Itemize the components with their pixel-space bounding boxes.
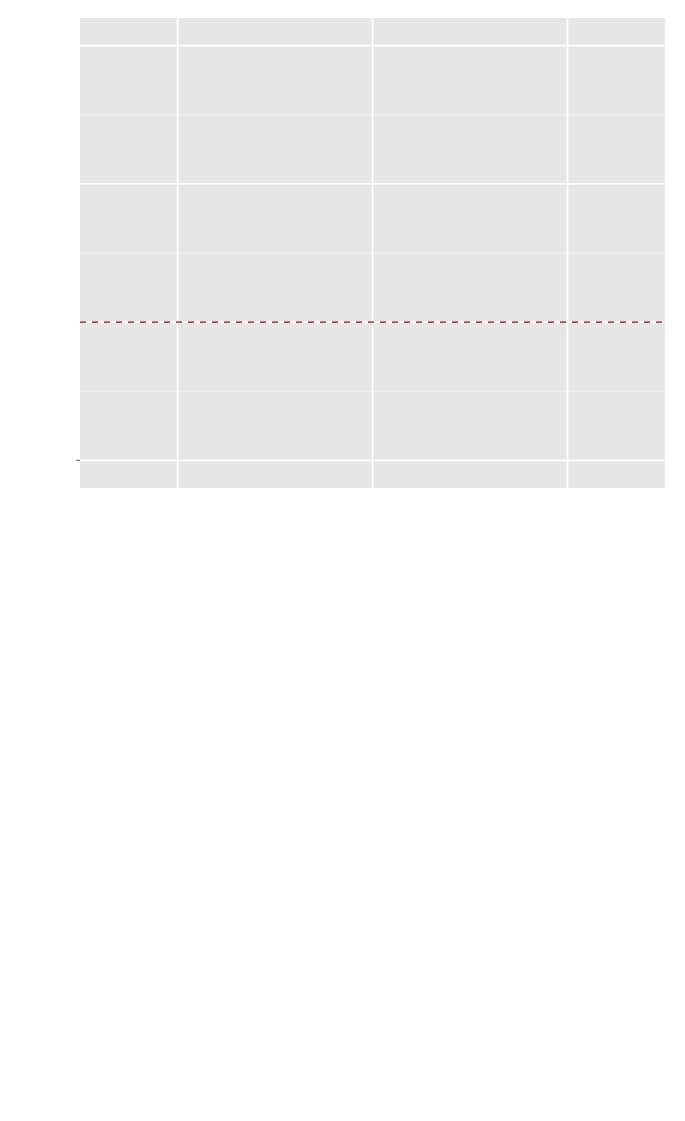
figure [0,0,685,1121]
figure-svg [0,0,685,1121]
